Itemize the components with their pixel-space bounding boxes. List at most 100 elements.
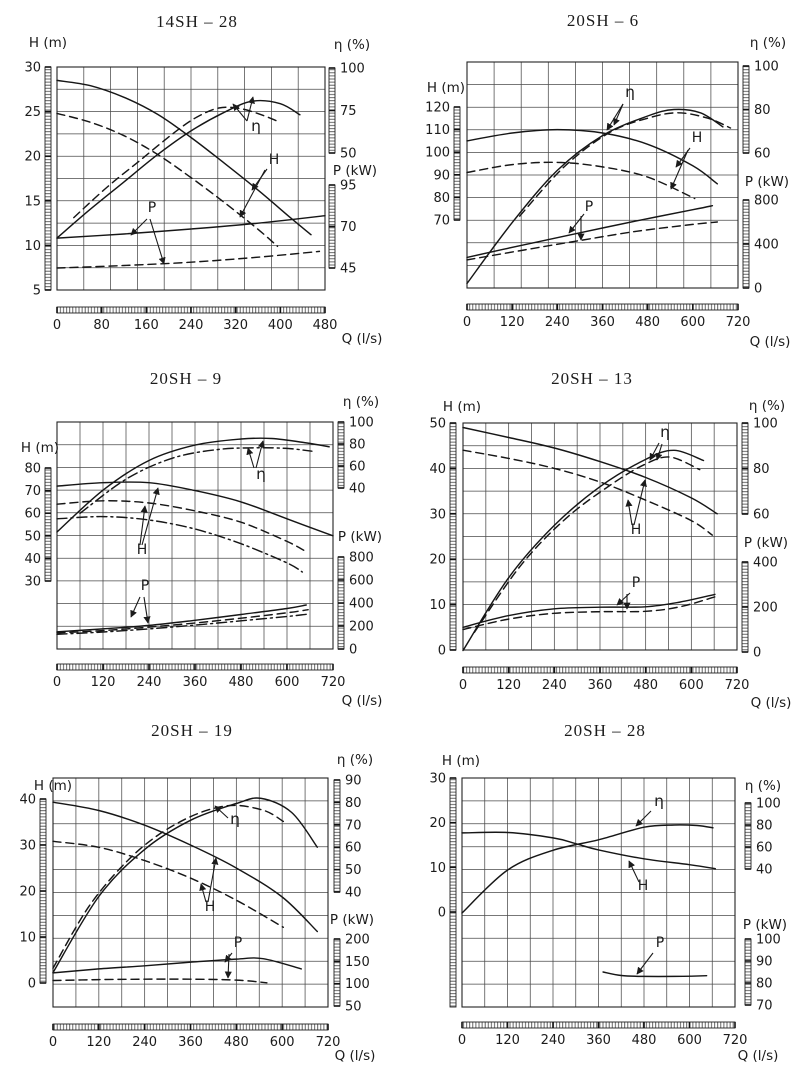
chart-14sh-28: 14SH – 28 30 25 20 15 10 5 H (m) 100 75 50 η (%) 95 7… xyxy=(24,12,383,347)
q-axis-label: Q (l/s) xyxy=(342,331,383,347)
leader-line-P xyxy=(143,596,151,624)
plot-area xyxy=(466,61,739,289)
p-tick-label: 400 xyxy=(753,556,778,571)
q-axis-label: Q (l/s) xyxy=(738,1048,779,1064)
h-tick-label: 120 xyxy=(425,101,450,116)
eta-axis-ruler xyxy=(744,802,752,870)
leader-line-η xyxy=(246,96,255,122)
leader-line-P xyxy=(224,953,232,979)
leader-line-η xyxy=(255,440,265,469)
q-tick-label: 160 xyxy=(134,318,159,333)
chart-cell-20sh-13: 20SH – 13 50 40 30 20 10 0 H (m) 100 80 60 η (%) 400… xyxy=(400,360,800,711)
grid xyxy=(52,777,329,1008)
p-tick-label: 800 xyxy=(349,551,374,566)
h-axis-label: H (m) xyxy=(29,35,67,51)
h-tick-label: 5 xyxy=(33,284,41,299)
leader-line-η xyxy=(635,810,652,827)
eta-tick-label: 100 xyxy=(753,417,778,432)
p-tick-label: 100 xyxy=(345,977,370,992)
h-tick-label: 100 xyxy=(425,146,450,161)
q-tick-label: 120 xyxy=(496,678,521,693)
curve-eta-solid xyxy=(466,108,724,285)
h-tick-label: 30 xyxy=(429,772,446,787)
curve-p-solid xyxy=(602,971,708,978)
chart-title-20sh-9: 20SH – 9 xyxy=(150,369,222,388)
curve-p-solid xyxy=(462,593,716,629)
curve-label-H: H xyxy=(269,152,280,168)
q-tick-label: 480 xyxy=(635,315,660,330)
p-axis-ruler xyxy=(744,938,752,1006)
h-axis-ruler xyxy=(449,777,457,1008)
p-tick-label: 45 xyxy=(340,262,357,277)
leader-line-H xyxy=(628,860,640,883)
p-tick-label: 600 xyxy=(349,574,374,589)
q-axis-label: Q (l/s) xyxy=(751,695,792,710)
h-tick-label: 15 xyxy=(24,194,41,209)
curve-p-dashed xyxy=(56,608,309,634)
curve-p-solid xyxy=(56,604,307,633)
p-tick-label: 0 xyxy=(754,282,762,297)
h-tick-label: 40 xyxy=(19,793,36,808)
h-tick-label: 60 xyxy=(24,507,41,522)
eta-tick-label: 100 xyxy=(340,62,365,77)
q-tick-label: 80 xyxy=(93,318,110,333)
p-axis-label: P (kW) xyxy=(743,917,787,933)
h-tick-label: 10 xyxy=(19,931,36,946)
curve-eta-solid xyxy=(461,824,714,914)
h-tick-label: 50 xyxy=(429,417,446,432)
h-tick-label: 20 xyxy=(429,816,446,831)
h-tick-label: 20 xyxy=(429,553,446,568)
q-tick-label: 600 xyxy=(677,1033,702,1048)
curve-p-dashdot xyxy=(56,613,307,636)
curve-label-H: H xyxy=(692,130,703,146)
leader-line-P xyxy=(616,592,631,606)
eta-tick-label: 40 xyxy=(756,863,773,878)
leader-line-H xyxy=(207,857,219,903)
eta-tick-label: 40 xyxy=(345,886,362,901)
q-tick-label: 240 xyxy=(179,318,204,333)
eta-tick-label: 60 xyxy=(345,841,362,856)
h-tick-label: 30 xyxy=(429,507,446,522)
eta-tick-label: 60 xyxy=(349,460,366,475)
h-axis-label: H (m) xyxy=(442,753,480,769)
p-tick-label: 70 xyxy=(756,999,773,1014)
q-tick-label: 360 xyxy=(588,678,613,693)
q-tick-label: 480 xyxy=(632,1033,657,1048)
eta-axis-label: η (%) xyxy=(343,394,379,410)
eta-tick-label: 60 xyxy=(756,841,773,856)
grid xyxy=(461,777,736,1008)
q-tick-label: 600 xyxy=(270,1035,295,1050)
p-axis-label: P (kW) xyxy=(338,529,382,545)
plot-area xyxy=(52,777,329,1008)
q-tick-label: 720 xyxy=(725,678,750,693)
eta-tick-label: 80 xyxy=(349,438,366,453)
q-tick-label: 600 xyxy=(679,678,704,693)
p-tick-label: 80 xyxy=(756,977,773,992)
p-axis-ruler xyxy=(333,938,341,1007)
h-tick-label: 25 xyxy=(24,105,41,120)
h-tick-label: 40 xyxy=(24,552,41,567)
chart-title-20sh-28: 20SH – 28 xyxy=(564,721,646,740)
curve-p-solid xyxy=(52,957,303,974)
h-tick-label: 30 xyxy=(24,61,41,76)
q-tick-label: 720 xyxy=(723,1033,748,1048)
p-tick-label: 200 xyxy=(753,601,778,616)
h-axis-label: H (m) xyxy=(34,778,72,794)
q-tick-label: 0 xyxy=(463,315,471,330)
grid xyxy=(56,66,326,291)
curve-h-solid xyxy=(466,128,719,185)
curve-h-solid xyxy=(56,79,312,236)
curve-h-dashed xyxy=(56,112,279,248)
eta-tick-label: 80 xyxy=(754,103,771,118)
curve-label-H: H xyxy=(205,899,216,915)
p-axis-label: P (kW) xyxy=(744,535,788,551)
q-tick-label: 360 xyxy=(178,1035,203,1050)
p-axis-label: P (kW) xyxy=(330,912,374,928)
chart-cell-20sh-19: 20SH – 19 40 30 20 10 0 H (m) 90 80 70 60 50 40 η (%)… xyxy=(0,710,400,1071)
eta-tick-label: 50 xyxy=(345,863,362,878)
curve-label-η: η xyxy=(625,83,635,101)
leader-line-P xyxy=(636,952,654,975)
p-tick-label: 50 xyxy=(345,1000,362,1015)
curve-label-H: H xyxy=(638,878,649,894)
q-tick-label: 240 xyxy=(545,315,570,330)
